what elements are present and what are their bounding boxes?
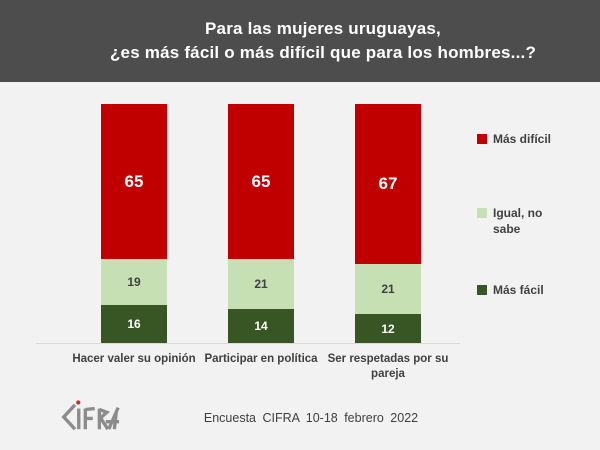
legend-label: Más difícil (493, 132, 552, 146)
legend-label: Más fácil (493, 283, 544, 297)
legend-label: Igual, no sabe (493, 206, 543, 236)
segment-igual-no-sabe: 21 (228, 259, 294, 310)
legend-item-mas-dificil: Más difícil (477, 131, 557, 147)
category-label-participar: Participar en política (204, 353, 318, 365)
source-caption: Encuesta CIFRA 10-18 febrero 2022 (203, 411, 419, 425)
legend-item-igual-no-sabe: Igual, no sabe (477, 205, 557, 237)
segment-igual-no-sabe: 21 (355, 264, 421, 315)
legend-item-mas-facil: Más fácil (477, 282, 557, 298)
logo-red-dot-icon (76, 400, 81, 405)
segment-mas-facil: 14 (228, 309, 294, 343)
chart-title-line-1: Para las mujeres uruguayas, (205, 19, 441, 38)
chart-title-line-2: ¿es más fácil o más difícil que para los… (109, 43, 537, 62)
stacked-bar-chart: 65 19 16 65 21 14 67 21 12 Hacer valer s… (0, 82, 600, 402)
chart-title-banner: Para las mujeres uruguayas, ¿es más fáci… (0, 0, 600, 82)
segment-mas-facil: 16 (101, 304, 167, 343)
segment-mas-dificil: 67 (355, 104, 421, 265)
bar-participar-en-politica: 65 21 14 (228, 104, 294, 343)
cifra-logo (60, 398, 120, 436)
bar-ser-respetadas-por-su-pareja: 67 21 12 (355, 104, 421, 343)
x-axis-line (36, 343, 460, 344)
bar-hacer-valer-su-opinion: 65 19 16 (101, 104, 167, 343)
segment-mas-dificil: 65 (228, 104, 294, 260)
segment-mas-facil: 12 (355, 314, 421, 343)
legend-swatch-red-icon (477, 134, 487, 144)
legend-swatch-light-green-icon (477, 208, 487, 218)
category-label-ser-respetadas: Ser respetadas por su pareja (327, 353, 449, 380)
category-label-hacer-valer: Hacer valer su opinión (72, 353, 196, 365)
legend-swatch-dark-green-icon (477, 285, 487, 295)
segment-mas-dificil: 65 (101, 104, 167, 260)
segment-igual-no-sabe: 19 (101, 259, 167, 305)
